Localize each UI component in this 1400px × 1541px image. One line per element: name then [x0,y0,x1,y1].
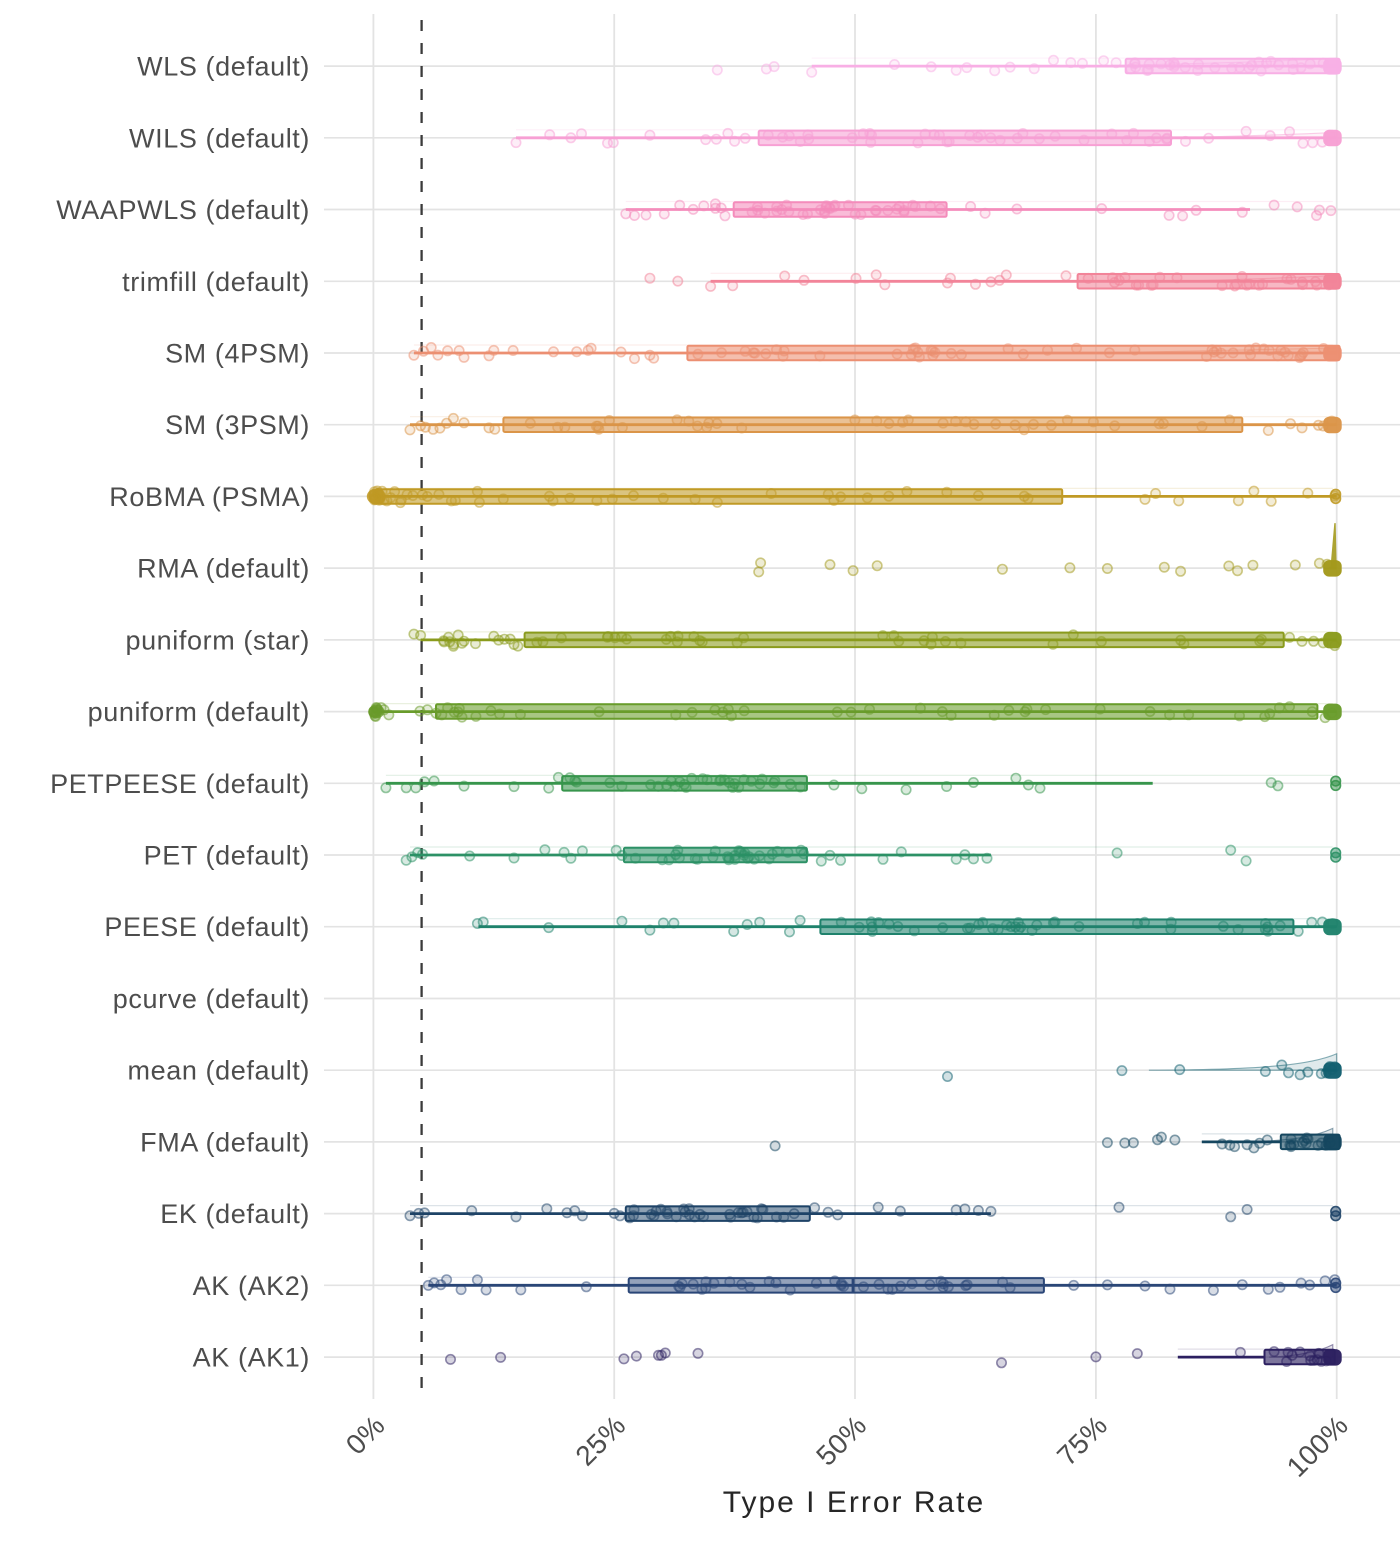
svg-text:FMA (default): FMA (default) [140,1127,310,1157]
svg-text:PETPEESE (default): PETPEESE (default) [50,769,310,799]
svg-text:EK (default): EK (default) [160,1199,310,1229]
svg-text:mean (default): mean (default) [128,1056,311,1086]
svg-text:PEESE (default): PEESE (default) [104,912,310,942]
svg-text:puniform (star): puniform (star) [125,625,310,655]
svg-text:pcurve (default): pcurve (default) [113,984,310,1014]
svg-text:SM (4PSM): SM (4PSM) [165,339,310,369]
svg-text:WAAPWLS (default): WAAPWLS (default) [56,195,310,225]
svg-text:WILS (default): WILS (default) [129,123,310,153]
svg-text:AK (AK1): AK (AK1) [193,1343,310,1373]
svg-text:trimfill (default): trimfill (default) [122,267,310,297]
svg-text:RMA (default): RMA (default) [137,554,310,584]
svg-text:SM (3PSM): SM (3PSM) [165,410,310,440]
svg-text:WLS (default): WLS (default) [137,52,310,82]
svg-text:puniform (default): puniform (default) [88,697,310,727]
svg-text:AK (AK2): AK (AK2) [193,1271,310,1301]
svg-text:RoBMA (PSMA): RoBMA (PSMA) [109,482,310,512]
svg-text:Type I Error Rate: Type I Error Rate [723,1486,985,1519]
svg-text:PET (default): PET (default) [144,841,310,871]
